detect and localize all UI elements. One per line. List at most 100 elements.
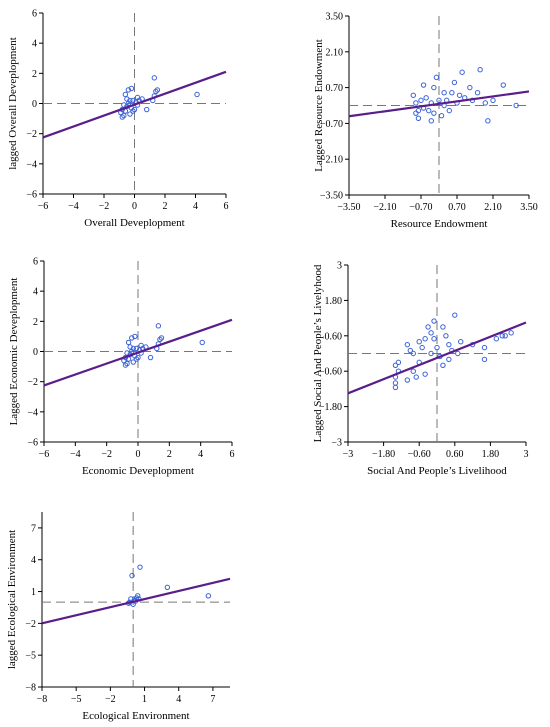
data-point xyxy=(426,107,432,114)
y-tick-label: −6 xyxy=(27,438,38,449)
data-point xyxy=(153,88,159,95)
data-point xyxy=(125,87,132,93)
data-point xyxy=(199,339,205,346)
x-tick-label: 6 xyxy=(224,201,229,212)
x-tick-label: 6 xyxy=(230,449,235,460)
data-point xyxy=(431,318,437,324)
x-axis-title: Overall Deveplopment xyxy=(84,217,185,229)
data-point xyxy=(481,356,488,363)
data-point xyxy=(446,341,452,348)
data-point xyxy=(410,368,416,374)
x-axis-title: Resource Endowment xyxy=(391,218,488,230)
data-point xyxy=(455,350,461,357)
data-point xyxy=(481,344,488,351)
fit-line xyxy=(347,321,527,395)
scatter-panel-3: −6 −4 −2 0 2 4 6 −6 −4 −2 0 2 4 6 Economic Deveplopmen… xyxy=(8,257,235,478)
x-tick-label: 0 xyxy=(136,449,141,460)
data-point xyxy=(499,333,505,339)
x-tick-label: 3.50 xyxy=(520,202,538,213)
data-point xyxy=(413,374,419,380)
data-point xyxy=(502,333,508,339)
y-tick-label: −2 xyxy=(27,377,38,388)
data-point xyxy=(493,336,500,342)
data-point xyxy=(122,91,129,98)
data-point xyxy=(443,333,449,339)
data-point xyxy=(144,106,150,113)
data-point xyxy=(438,113,445,119)
x-tick-label: −3.50 xyxy=(337,202,360,213)
data-point xyxy=(205,593,212,599)
data-point xyxy=(467,84,473,91)
data-point xyxy=(121,112,127,119)
data-point xyxy=(135,593,141,599)
y-axis-title: Lagged Social And People’s Livelyhood xyxy=(312,264,324,442)
x-tick-label: −2 xyxy=(105,694,116,705)
data-point xyxy=(431,336,437,342)
data-point xyxy=(404,377,411,383)
data-point xyxy=(500,82,506,88)
data-point xyxy=(133,345,140,352)
y-tick-label: 6 xyxy=(33,257,38,268)
y-tick-label: −4 xyxy=(27,407,38,418)
fit-line xyxy=(348,90,530,118)
data-point xyxy=(392,380,399,386)
data-point xyxy=(127,111,133,117)
data-point xyxy=(474,90,481,96)
data-point xyxy=(392,384,399,391)
data-point xyxy=(122,362,129,368)
data-point xyxy=(422,371,428,377)
y-tick-label: 0.60 xyxy=(325,331,343,342)
data-point xyxy=(431,110,437,116)
data-point xyxy=(418,97,424,104)
y-tick-label: −3 xyxy=(331,438,342,449)
x-tick-label: −4 xyxy=(70,449,81,460)
data-point xyxy=(451,79,458,86)
scatter-panel-2: −3.50 −2.10 −0.70 0.70 2.10 3.50 −3.50 −2.10 −0.… xyxy=(313,12,538,231)
data-point xyxy=(128,85,135,92)
data-point xyxy=(132,333,138,340)
data-point xyxy=(508,330,514,336)
data-point xyxy=(127,97,133,104)
y-tick-label: −0.70 xyxy=(320,119,343,130)
data-point xyxy=(121,102,127,108)
data-point xyxy=(164,584,171,591)
y-axis-title: lagged Overall Deveplopment xyxy=(7,37,19,170)
data-point xyxy=(458,339,464,345)
y-tick-label: 2 xyxy=(32,69,37,80)
data-point xyxy=(419,344,425,351)
data-point xyxy=(128,596,134,602)
data-point xyxy=(157,336,163,343)
y-tick-label: −5 xyxy=(25,651,36,662)
y-tick-label: −8 xyxy=(25,683,36,694)
data-point xyxy=(415,115,422,121)
fit-line xyxy=(41,577,231,625)
data-point xyxy=(452,312,458,318)
data-point xyxy=(404,341,411,348)
data-point xyxy=(133,356,140,362)
data-point xyxy=(459,69,465,75)
x-tick-label: 1.80 xyxy=(482,449,500,460)
data-point xyxy=(147,354,154,361)
x-tick-label: 0.60 xyxy=(446,449,464,460)
y-tick-label: 4 xyxy=(33,287,38,298)
y-tick-label: −2 xyxy=(26,129,37,140)
y-tick-label: −6 xyxy=(26,190,37,201)
y-axis-title: Lagged Economic Deveplopment xyxy=(8,278,20,426)
data-point xyxy=(431,84,437,91)
data-point xyxy=(434,344,440,351)
y-tick-label: 3.50 xyxy=(326,12,344,23)
data-point xyxy=(446,107,452,114)
data-point xyxy=(422,336,428,342)
data-point xyxy=(433,74,440,81)
fit-line xyxy=(43,318,233,387)
data-point xyxy=(194,91,200,98)
data-point xyxy=(127,344,133,350)
data-point xyxy=(513,102,519,109)
data-point xyxy=(137,564,143,570)
data-point xyxy=(129,335,135,341)
data-point xyxy=(124,350,130,356)
data-point xyxy=(155,323,162,329)
y-axis-title: Lagged Resource Endowment xyxy=(313,39,325,172)
y-tick-label: −4 xyxy=(26,159,37,170)
